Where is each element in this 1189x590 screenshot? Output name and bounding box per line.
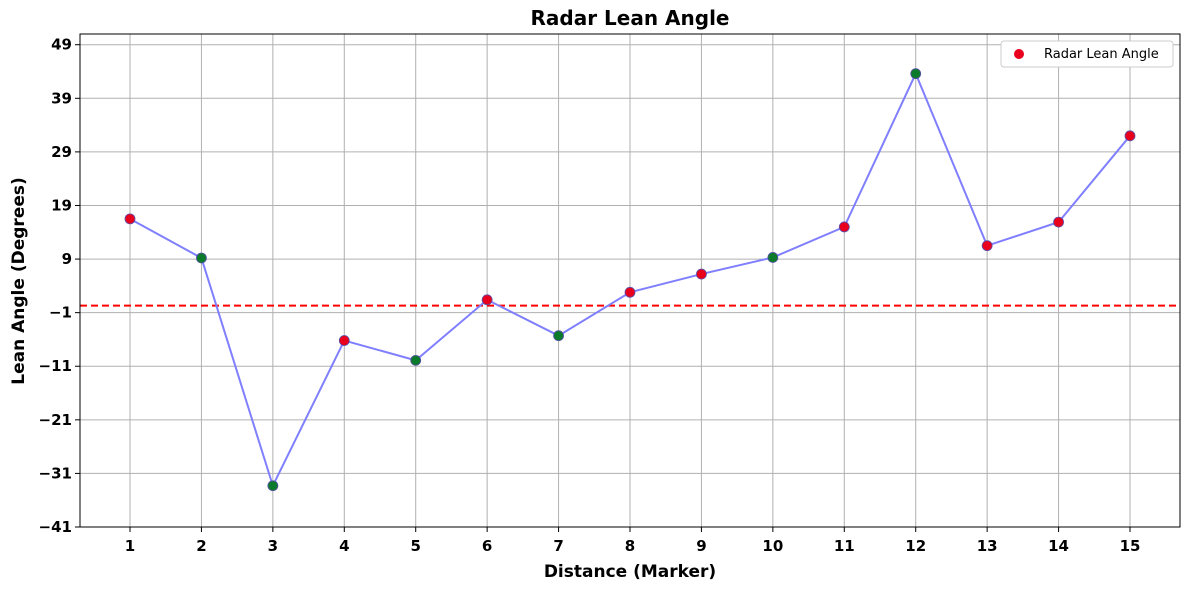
x-axis-label: Distance (Marker)	[544, 562, 716, 582]
legend: Radar Lean Angle	[1000, 40, 1174, 68]
data-point	[1053, 216, 1064, 228]
y-axis-label: Lean Angle (Degrees)	[9, 177, 29, 384]
x-tick-label: 12	[905, 537, 926, 555]
x-tick-label: 4	[339, 537, 349, 555]
y-tick-label: 29	[51, 143, 72, 161]
x-tick-label: 2	[196, 537, 206, 555]
x-tick-label: 15	[1120, 537, 1141, 555]
data-point	[553, 330, 564, 342]
y-tick-label: −11	[39, 357, 72, 375]
data-point	[838, 221, 850, 233]
data-point	[767, 252, 779, 263]
x-axis-ticks: 1 2 3 4 5 6 7 8 9 10 11 12 13 14 15	[125, 527, 1141, 555]
x-tick-label: 1	[125, 537, 135, 555]
y-tick-label: −31	[39, 464, 72, 482]
y-tick-label: −21	[39, 411, 72, 429]
data-point	[1124, 130, 1136, 142]
x-tick-label: 10	[762, 537, 783, 555]
data-point	[910, 68, 922, 80]
data-point	[338, 335, 350, 346]
y-tick-label: 9	[62, 250, 72, 268]
data-point	[196, 252, 207, 264]
x-tick-label: 6	[482, 537, 492, 555]
grid	[80, 34, 1180, 528]
legend-box	[1000, 40, 1174, 68]
x-tick-label: 3	[268, 537, 278, 555]
x-tick-label: 8	[625, 537, 635, 555]
y-tick-label: 19	[51, 196, 72, 214]
data-point	[124, 213, 136, 225]
data-point	[267, 480, 279, 492]
data-point	[624, 286, 636, 298]
data-points	[124, 68, 1136, 492]
x-tick-label: 7	[553, 537, 563, 555]
data-point	[481, 294, 493, 306]
y-tick-label: −41	[39, 518, 72, 536]
legend-marker	[1014, 49, 1024, 59]
y-tick-label: −1	[49, 304, 72, 322]
y-tick-label: 39	[51, 89, 72, 107]
data-point	[696, 268, 707, 280]
data-point	[410, 354, 422, 366]
chart-title: Radar Lean Angle	[531, 6, 730, 30]
x-tick-label: 13	[977, 537, 998, 555]
x-tick-label: 11	[834, 537, 855, 555]
data-point	[981, 240, 993, 252]
legend-label: Radar Lean Angle	[1044, 47, 1159, 62]
y-tick-label: 49	[51, 36, 72, 54]
y-axis-ticks: −41 −31 −21 −11 −1 9 19 29 39 49	[39, 36, 80, 536]
x-tick-label: 5	[410, 537, 420, 555]
x-tick-label: 14	[1048, 537, 1069, 555]
x-tick-label: 9	[696, 537, 706, 555]
